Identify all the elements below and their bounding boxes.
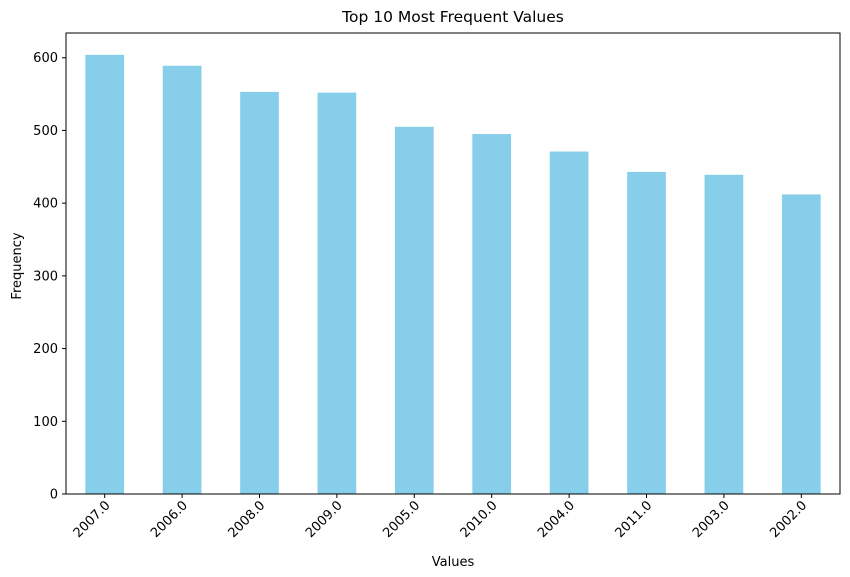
- y-axis-title: Frequency: [10, 232, 25, 299]
- x-axis-title: Values: [432, 555, 475, 570]
- y-axis: 0 100 200 300 400 500 600: [33, 51, 66, 503]
- y-tick-label: 500: [33, 124, 58, 139]
- y-tick-label: 300: [33, 269, 58, 284]
- bar-2010.0: [472, 134, 512, 494]
- y-tick-label: 100: [33, 415, 58, 430]
- bar-2008.0: [240, 91, 279, 495]
- bar-2009.0: [317, 92, 357, 494]
- bar-2006.0: [162, 65, 202, 494]
- bar-2004.0: [549, 151, 589, 494]
- bar-2007.0: [85, 54, 125, 495]
- chart-title: Top 10 Most Frequent Values: [341, 8, 564, 26]
- y-tick-label: 0: [50, 488, 58, 503]
- bar-2011.0: [627, 171, 666, 494]
- plot-frame: [65, 32, 841, 495]
- y-tick-label: 600: [33, 51, 58, 66]
- bar-2003.0: [704, 174, 744, 494]
- bar-2002.0: [781, 194, 821, 494]
- bar-2005.0: [394, 126, 434, 494]
- bars-group: [85, 54, 821, 495]
- y-tick-label: 200: [33, 342, 58, 357]
- y-tick-label: 400: [33, 197, 58, 212]
